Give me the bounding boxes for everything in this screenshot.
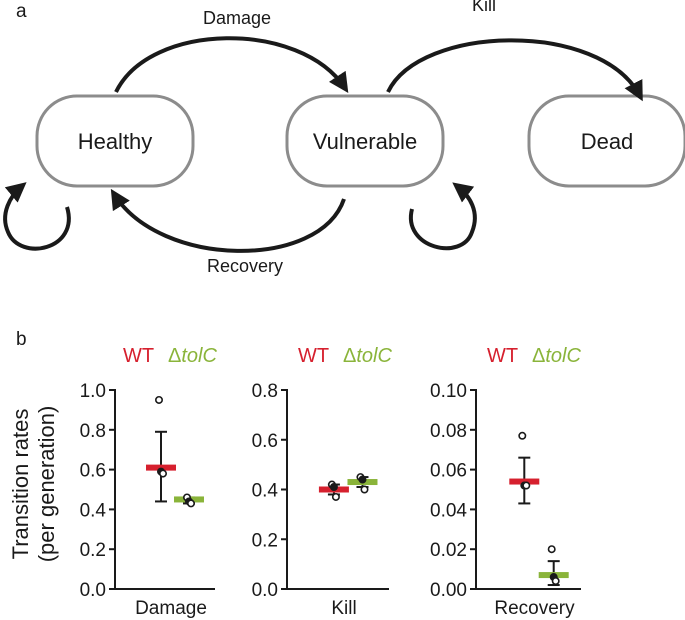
y-tick-label: 0.08 [430,421,467,442]
data-point [358,475,367,484]
dead-label: Dead [581,129,634,154]
y-tick-label: 0.6 [80,461,106,482]
panel-b-label: b [16,329,27,350]
series-wt [509,431,540,505]
series-wt [146,395,176,503]
healthy-self-loop-arrow [3,182,71,251]
panel-b: b Transition rates (per generation) WT Δ… [8,329,581,619]
recovery-transition-label: Recovery [207,256,283,276]
y-tick-label: 0.8 [252,381,278,402]
damage-chart: 0.0 0.2 0.4 0.6 0.8 1.0 Damage [80,381,215,619]
y-tick-label: 0.10 [430,381,467,402]
series-tolc [538,545,569,587]
x-axis-label: Recovery [494,598,575,619]
y-tick-label: 0.0 [252,580,278,601]
vulnerable-label: Vulnerable [313,129,417,154]
vulnerable-node [285,94,445,188]
y-axis-title: Transition rates (per generation) [8,406,59,563]
y-tick-label: 0.0 [80,580,106,601]
legend-kill: WT ΔtolC [298,345,392,367]
y-axis-title-line1: Transition rates [8,409,33,560]
y-tick-label: 0.8 [80,421,106,442]
series-wt [318,480,349,501]
data-point [155,395,164,404]
data-point [551,577,560,586]
legend-tolc: ΔtolC [343,345,392,367]
y-tick-label: 0.00 [430,580,467,601]
damage-transition-label: Damage [203,8,271,28]
healthy-node [35,94,195,188]
y-tick-label: 0.06 [430,461,467,482]
legend-tolc: ΔtolC [168,345,217,367]
legend-wt: WT [487,345,518,367]
legend-recovery: WT ΔtolC [487,345,581,367]
y-tick-label: 0.2 [80,540,106,561]
legend-wt: WT [123,345,154,367]
x-axis-label: Kill [331,598,356,619]
dead-node [527,94,685,188]
series-tolc [174,493,204,508]
panel-a: a Healthy Vulnerable Dead Damage Kill Re… [3,0,685,276]
legend-tolc: ΔtolC [532,345,581,367]
healthy-label: Healthy [78,129,153,154]
recovery-arrow [110,188,346,253]
x-axis-label: Damage [135,598,207,619]
data-point [331,492,340,501]
y-tick-label: 1.0 [80,381,106,402]
data-point [547,545,556,554]
data-point [187,499,196,508]
legend-damage: WT ΔtolC [123,345,217,367]
series-tolc [347,473,378,494]
data-point [360,485,369,494]
kill-transition-label: Kill [472,0,496,15]
data-point [159,469,168,478]
y-tick-label: 0.04 [430,500,467,521]
y-tick-label: 0.4 [252,481,279,502]
y-tick-label: 0.2 [252,530,278,551]
y-tick-label: 0.6 [252,431,278,452]
data-point [518,431,527,440]
damage-arrow [114,36,349,93]
y-axis-title-line2: (per generation) [34,406,59,563]
kill-arrow [386,38,643,102]
y-tick-label: 0.02 [430,540,467,561]
legend-wt: WT [298,345,329,367]
vulnerable-self-loop-arrow [408,182,477,251]
data-point [329,483,338,492]
recovery-chart: 0.00 0.02 0.04 0.06 0.08 0.10 Recovery [430,381,581,619]
panel-a-label: a [16,1,27,22]
data-point [522,481,531,490]
kill-chart: 0.0 0.2 0.4 0.6 0.8 Kill [252,381,389,619]
y-tick-label: 0.4 [80,500,107,521]
